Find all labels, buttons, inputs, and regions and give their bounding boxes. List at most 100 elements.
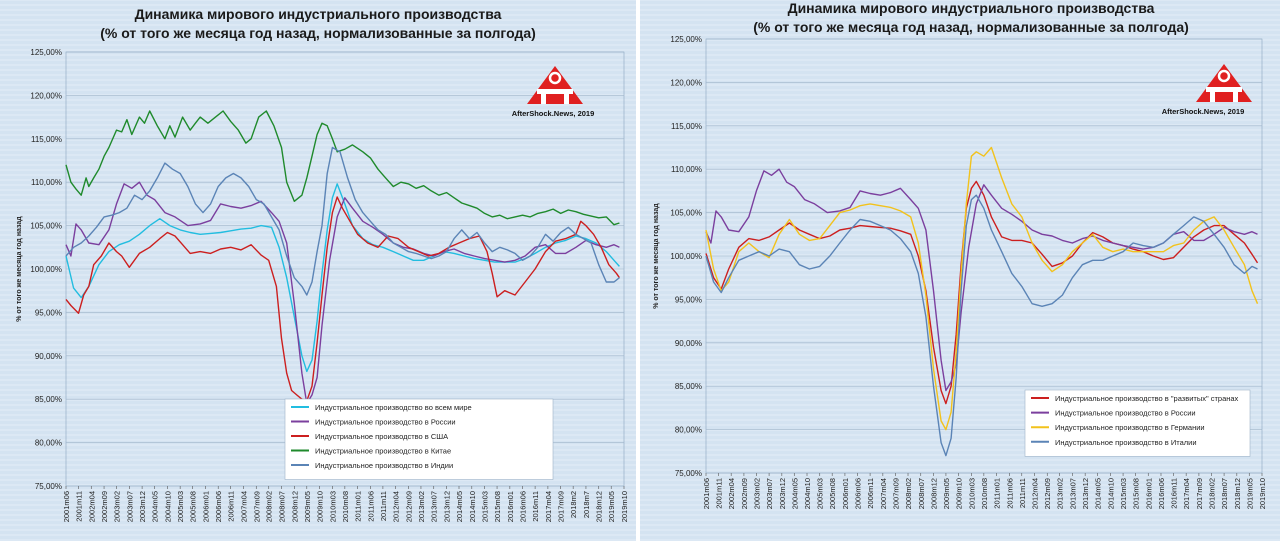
x-tick-label: 2011m01 [993,478,1002,509]
x-tick-label: 2013m12 [443,491,452,522]
y-tick-label: 95,00% [35,308,62,317]
x-tick-label: 2001m11 [74,491,83,522]
y-tick-label: 95,00% [675,295,702,304]
x-tick-label: 2004m05 [790,478,799,509]
x-tick-label: 2006m11 [227,491,236,522]
x-tick-label: 2015m03 [1119,478,1128,509]
x-tick-label: 2001m06 [62,491,71,522]
series-line [705,194,1258,457]
x-tick-label: 2019m05 [1245,478,1254,509]
y-axis-label: % от того же месяца год назад [653,203,660,309]
x-tick-label: 2006m06 [214,491,223,522]
x-tick-label: 2008m12 [290,491,299,522]
x-tick-label: 2010m08 [980,478,989,509]
series-line [65,146,620,296]
x-tick-label: 2018m2 [569,491,578,518]
chart-left: Динамика мирового индустриального произв… [16,6,629,522]
series-line [705,146,1259,431]
chart-right: Динамика мирового индустриального произв… [653,0,1267,509]
x-tick-label: 2012m09 [404,491,413,522]
x-tick-label: 2014m05 [455,491,464,522]
x-tick-label: 2016m01 [1144,478,1153,509]
y-tick-label: 105,00% [30,222,62,231]
x-tick-label: 2003m07 [765,478,774,509]
x-tick-label: 2013m02 [417,491,426,522]
chart-subtitle: (% от того же месяца год назад, нормализ… [100,25,536,41]
x-tick-label: 2011m06 [1005,478,1014,509]
x-tick-label: 2018m07 [1220,478,1229,509]
y-tick-label: 90,00% [675,339,702,348]
x-tick-label: 2016m11 [1169,478,1178,509]
x-tick-label: 2004m10 [163,491,172,522]
x-tick-label: 2003m02 [113,491,122,522]
x-tick-label: 2017m09 [557,491,566,522]
x-tick-label: 2005m08 [189,491,198,522]
x-tick-label: 2003m07 [125,491,134,522]
x-tick-label: 2019m05 [607,491,616,522]
x-tick-label: 2016m11 [531,491,540,522]
x-tick-label: 2004m10 [803,478,812,509]
y-tick-label: 125,00% [30,48,62,57]
x-tick-label: 2005m08 [828,478,837,509]
x-tick-label: 2016m06 [519,491,528,522]
y-axis-label: % от того же месяца год назад [16,216,23,322]
x-tick-label: 2002m04 [727,478,736,509]
x-tick-label: 2014m05 [1094,478,1103,509]
x-tick-label: 2011m11 [379,491,388,521]
x-tick-label: 2015m08 [493,491,502,522]
chart-title: Динамика мирового индустриального произв… [788,0,1155,16]
series-line [65,183,620,373]
x-tick-label: 2018m02 [1207,478,1216,509]
legend-item: Индустриальное производство в Индии [315,461,453,470]
x-tick-label: 2001m06 [702,478,711,509]
legend-item: Индустриальное производство в России [1055,409,1196,418]
x-tick-label: 2012m09 [1043,478,1052,509]
legend-box [284,398,554,480]
x-tick-label: 2017m09 [1195,478,1204,509]
x-tick-label: 2007m04 [239,491,248,522]
x-tick-label: 2018m7 [582,491,591,518]
x-tick-label: 2003m12 [138,491,147,522]
chart-subtitle: (% от того же месяца год назад, нормализ… [753,19,1189,35]
x-tick-label: 2010m03 [967,478,976,509]
x-tick-label: 2011m11 [1018,478,1027,508]
x-tick-label: 2016m06 [1157,478,1166,509]
x-tick-label: 2008m07 [917,478,926,509]
x-tick-label: 2007m09 [892,478,901,509]
legend-item: Индустриальное производство в Италии [1055,438,1197,447]
y-tick-label: 115,00% [671,122,702,131]
x-tick-label: 2013m07 [1068,478,1077,509]
legend-item: Индустриальное производство во всем мире [315,403,472,412]
x-tick-label: 2012m04 [1031,478,1040,509]
x-tick-label: 2009m10 [955,478,964,509]
y-tick-label: 115,00% [31,135,62,144]
x-tick-label: 2013m02 [1056,478,1065,509]
legend-item: Индустриальное производство в США [315,432,448,441]
y-tick-label: 105,00% [670,209,702,218]
chart-panel-left: Динамика мирового индустриального произв… [0,0,636,541]
y-tick-label: 80,00% [675,426,702,435]
x-tick-label: 2004m05 [151,491,160,522]
x-tick-label: 2001m11 [714,478,723,509]
legend-box [1024,389,1251,457]
x-tick-label: 2015m03 [481,491,490,522]
x-tick-label: 2009m05 [303,491,312,522]
x-tick-label: 2018m12 [1233,478,1242,509]
series-line [705,180,1259,405]
series-line [65,181,620,405]
legend-item: Индустриальное производство в "развитых"… [1055,394,1239,403]
y-tick-label: 110,00% [31,178,62,187]
x-tick-label: 2018m12 [595,491,604,522]
y-tick-label: 85,00% [35,395,62,404]
y-tick-label: 120,00% [30,91,62,100]
x-tick-label: 2014m10 [1106,478,1115,509]
x-tick-label: 2010m03 [328,491,337,522]
legend-item: Индустриальное производство в Китае [315,447,451,456]
x-tick-label: 2002m09 [740,478,749,509]
x-tick-label: 2007m09 [252,491,261,522]
y-tick-label: 90,00% [35,352,62,361]
x-tick-label: 2015m08 [1132,478,1141,509]
x-tick-label: 2009m10 [316,491,325,522]
x-tick-label: 2013m07 [430,491,439,522]
series-line [65,110,620,226]
